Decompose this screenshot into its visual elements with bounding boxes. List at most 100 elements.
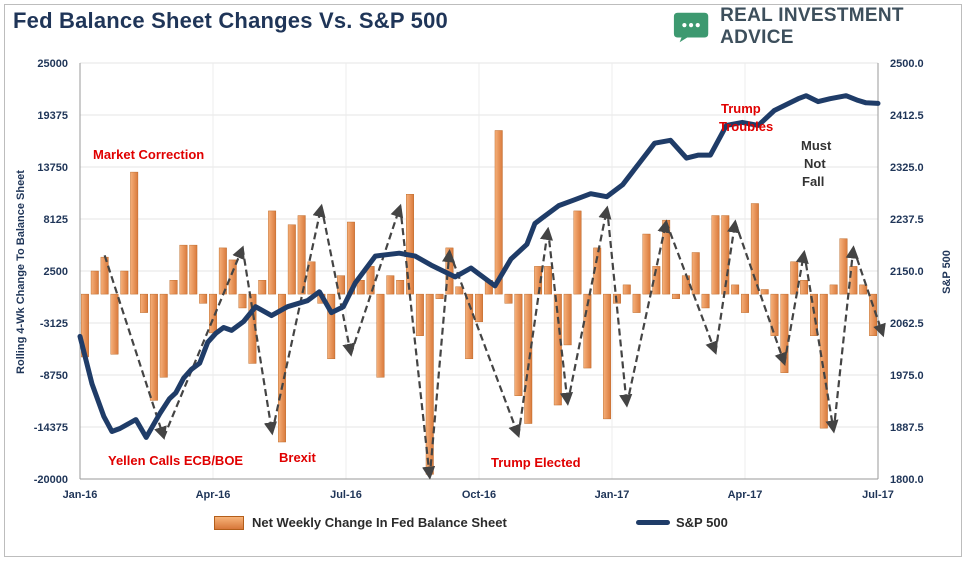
bar	[839, 238, 848, 295]
right-tick-label: 2237.5	[890, 214, 924, 226]
right-tick-label: 1975.0	[890, 370, 924, 382]
bar	[534, 266, 543, 295]
bar	[169, 280, 178, 295]
trend-arrow	[832, 245, 859, 432]
bar	[790, 261, 799, 295]
x-tick-label: Jul-17	[862, 489, 894, 501]
left-axis-label: Rolling 4-Wk Change To Balance Sheet	[15, 170, 27, 374]
bar	[760, 289, 769, 295]
left-axis-ticks: 25000 19375 13750 8125 2500 -3125 -8750 -14375 -…	[34, 58, 68, 486]
bar	[849, 266, 858, 295]
bar	[741, 293, 749, 313]
legend-item-fed: Net Weekly Change In Fed Balance Sheet	[214, 515, 507, 530]
chart-title: Fed Balance Sheet Changes Vs. S&P 500	[13, 8, 448, 33]
annotation-fall: Fall	[802, 174, 824, 189]
line-series	[77, 93, 881, 440]
bar	[780, 293, 789, 373]
brand-name: REAL INVESTMENT ADVICE	[720, 5, 904, 48]
bar	[544, 266, 552, 295]
bar	[553, 293, 562, 406]
bar	[396, 280, 405, 295]
bar	[386, 275, 395, 295]
bar	[859, 284, 868, 295]
bar	[100, 256, 109, 295]
bar	[179, 244, 188, 295]
x-tick-label: Apr-17	[728, 489, 763, 501]
bar	[603, 293, 612, 420]
bar	[691, 252, 700, 295]
left-tick-label: -20000	[34, 474, 68, 486]
annotation-not: Not	[804, 156, 826, 171]
x-tick-label: Jan-17	[595, 489, 630, 501]
trend-arrow	[399, 206, 436, 480]
bar	[228, 259, 237, 295]
bar	[307, 261, 316, 295]
legend-swatch-bar	[214, 515, 244, 530]
bar	[750, 203, 759, 295]
annotation-yellen: Yellen Calls ECB/BOE	[108, 453, 243, 468]
right-axis-ticks: 2500.0 2412.5 2325.0 2237.5 2150.0 2062.5 1975…	[890, 58, 924, 486]
bar	[514, 293, 523, 397]
right-tick-label: 2062.5	[890, 318, 924, 330]
left-tick-label: 25000	[37, 58, 68, 70]
annotations: Market Correction Yellen Calls ECB/BOE B…	[93, 101, 832, 470]
x-tick-label: Jan-16	[63, 489, 98, 501]
bar	[130, 171, 139, 295]
left-tick-label: 2500	[44, 266, 68, 278]
bar	[258, 280, 267, 295]
trend-arrow	[734, 221, 788, 366]
bar	[337, 275, 346, 295]
trend-arrow	[546, 229, 574, 406]
bar	[642, 233, 651, 295]
annotation-troubles: Troubles	[719, 119, 773, 134]
legend-label-sp500: S&P 500	[676, 515, 728, 530]
bar	[287, 224, 296, 295]
right-tick-label: 2325.0	[890, 162, 924, 174]
bar	[149, 293, 158, 401]
trend-arrow	[665, 221, 718, 355]
bar	[140, 293, 148, 313]
bar	[701, 293, 710, 309]
trend-arrows	[103, 203, 886, 480]
bar	[435, 293, 444, 299]
bar	[110, 293, 119, 355]
trend-arrow	[271, 203, 326, 434]
left-tick-label: -3125	[40, 318, 68, 330]
bar	[90, 270, 99, 295]
bar	[524, 293, 533, 424]
right-tick-label: 1800.0	[890, 474, 924, 486]
x-tick-label: Apr-16	[196, 489, 231, 501]
bar	[800, 280, 809, 295]
legend-swatch-line	[636, 520, 670, 525]
bar	[819, 293, 828, 429]
brand-logo: REAL INVESTMENT ADVICE	[672, 5, 970, 48]
bar	[297, 215, 306, 295]
bar	[563, 293, 572, 346]
right-axis-label: S&P 500	[941, 250, 953, 294]
trend-arrow	[517, 226, 553, 436]
bar	[278, 293, 286, 443]
right-tick-label: 2500.0	[890, 58, 924, 70]
right-tick-label: 2412.5	[890, 110, 924, 122]
trend-arrow	[625, 219, 671, 406]
bar	[415, 293, 424, 336]
x-axis-ticks: Jan-16 Apr-16 Jul-16 Oct-16 Jan-17 Apr-17 Jul-…	[63, 489, 894, 501]
axes	[79, 63, 879, 480]
trend-arrow	[566, 205, 612, 404]
bar	[120, 270, 129, 295]
bar	[770, 293, 779, 336]
right-tick-label: 1887.5	[890, 422, 924, 434]
bar	[672, 293, 680, 299]
trend-arrow	[852, 247, 886, 338]
bar	[268, 210, 277, 295]
right-tick-label: 2150.0	[890, 266, 924, 278]
annotation-must: Must	[801, 138, 832, 153]
bar	[583, 293, 592, 369]
bar	[494, 130, 503, 295]
bar	[376, 293, 385, 378]
left-tick-label: 19375	[37, 110, 68, 122]
trend-arrow	[320, 206, 356, 357]
left-tick-label: 8125	[44, 214, 68, 226]
bar	[189, 244, 198, 295]
